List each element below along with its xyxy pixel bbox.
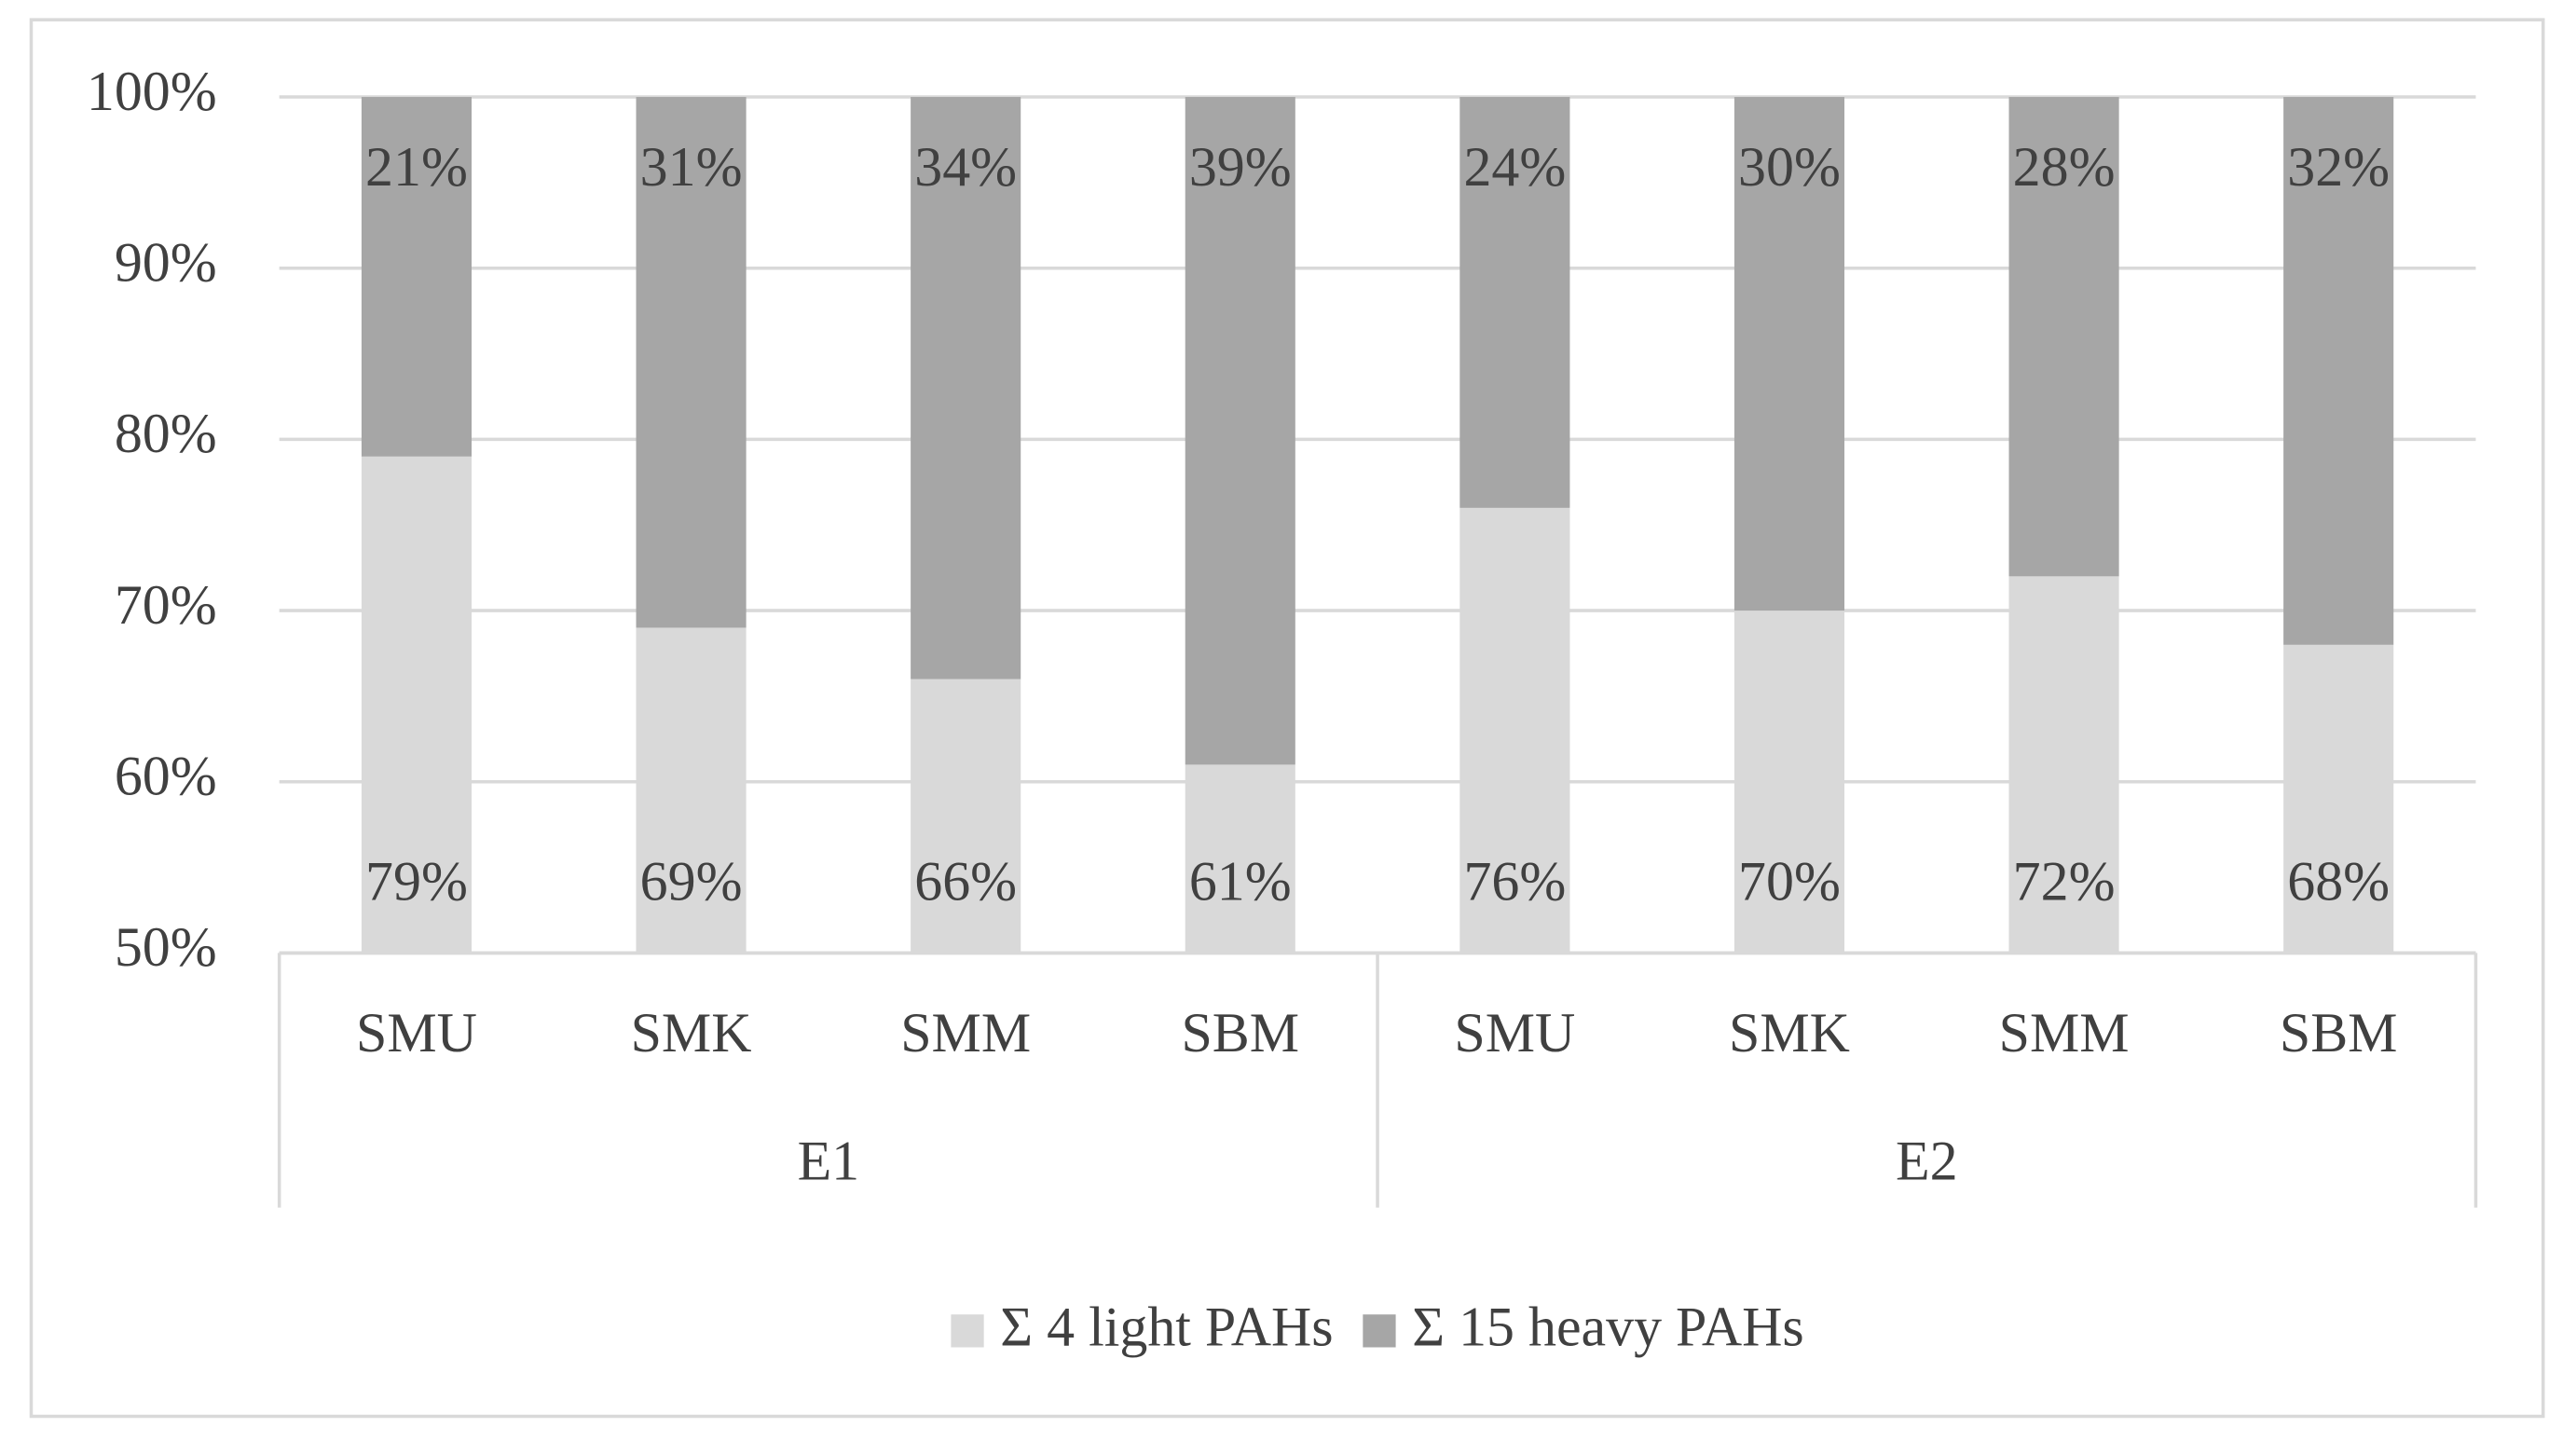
y-tick-label: 100% — [87, 61, 217, 122]
x-tick-label: SMU — [1454, 1002, 1575, 1064]
bar-segment — [1733, 97, 1845, 611]
bar-segment — [361, 97, 473, 457]
data-label: 70% — [1738, 851, 1841, 913]
x-tick-label: SMM — [1999, 1002, 2130, 1064]
bar-segment — [1459, 97, 1570, 508]
legend-swatch — [951, 1314, 984, 1348]
data-label: 28% — [2013, 136, 2116, 198]
x-tick-label: SBM — [1181, 1002, 1299, 1064]
bar-segment — [2008, 576, 2119, 954]
data-label: 61% — [1189, 851, 1292, 913]
bar-segment — [1733, 611, 1845, 954]
x-tick-label: SMK — [1729, 1002, 1850, 1064]
data-label: 69% — [640, 851, 743, 913]
bar-segment — [1185, 764, 1295, 954]
data-label: 30% — [1738, 136, 1841, 198]
bar-segment — [1185, 97, 1295, 765]
data-label: 31% — [640, 136, 743, 198]
data-label: 39% — [1189, 136, 1292, 198]
y-tick-label: 50% — [115, 916, 217, 978]
data-label: 32% — [2287, 136, 2390, 198]
x-tick-label: SMK — [631, 1002, 752, 1064]
bar-segment — [1459, 507, 1570, 954]
bar-segment — [2283, 97, 2394, 645]
legend: Σ 4 light PAHs Σ 15 heavy PAHs — [951, 1296, 1804, 1357]
group-label: E2 — [1896, 1130, 1958, 1191]
bar-segment — [636, 627, 747, 954]
y-tick-label: 80% — [115, 403, 217, 464]
bar-segment — [636, 97, 747, 628]
bar-segment — [2008, 97, 2119, 577]
data-label: 68% — [2287, 851, 2390, 913]
bar-segment — [361, 456, 473, 954]
data-label: 34% — [914, 136, 1017, 198]
legend-swatch — [1363, 1314, 1396, 1348]
y-tick-label: 60% — [115, 746, 217, 807]
legend-label: Σ 15 heavy PAHs — [1412, 1296, 1804, 1357]
data-label: 21% — [365, 136, 468, 198]
x-tick-label: SMU — [356, 1002, 477, 1064]
data-label: 24% — [1463, 136, 1566, 198]
data-label: 76% — [1463, 851, 1566, 913]
bar-segment — [911, 97, 1021, 679]
group-label: E1 — [798, 1130, 860, 1191]
data-label: 66% — [914, 851, 1017, 913]
y-tick-label: 90% — [115, 231, 217, 293]
y-tick-label: 70% — [115, 574, 217, 636]
bar-segment — [2283, 644, 2394, 954]
bar-segment — [911, 679, 1021, 954]
legend-label: Σ 4 light PAHs — [1000, 1296, 1333, 1357]
data-label: 72% — [2013, 851, 2116, 913]
x-tick-label: SBM — [2280, 1002, 2398, 1064]
data-label: 79% — [365, 851, 468, 913]
x-tick-label: SMM — [900, 1002, 1031, 1064]
